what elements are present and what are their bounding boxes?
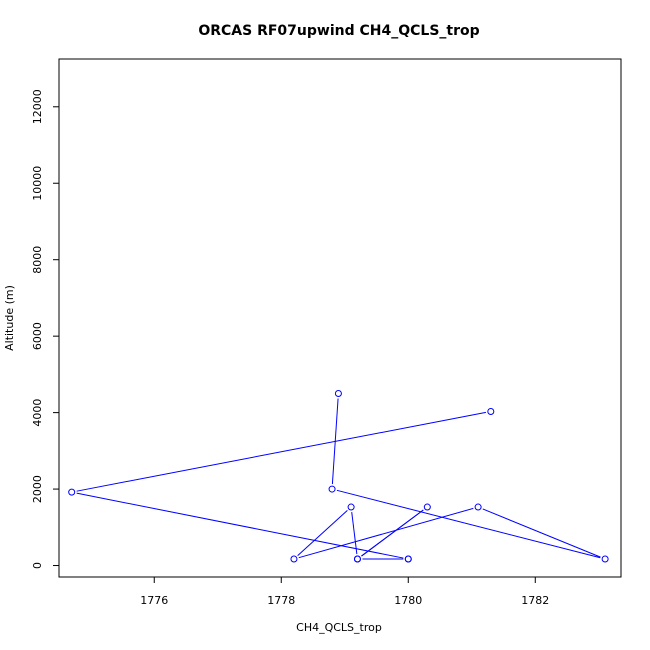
data-point [423,503,431,511]
x-tick-label: 1778 [267,594,295,607]
series-segment [482,508,601,558]
data-point [601,555,609,563]
series-segment [351,511,358,555]
plot-frame [58,58,622,578]
data-point [487,407,495,415]
x-tick-label: 1776 [140,594,168,607]
x-tick-label: 1782 [521,594,549,607]
series-segment [336,489,601,559]
y-tick-label: 4000 [31,399,44,427]
y-tick-label: 2000 [31,475,44,503]
data-point [68,488,76,496]
x-axis: 1776 1778 1780 1782 [140,577,549,607]
series-segment [298,507,474,559]
data-point [353,555,361,563]
series-segment [297,510,348,557]
data-point [328,485,336,493]
y-tick-label: 8000 [31,246,44,274]
series-segment [361,509,424,557]
data-point [404,555,412,563]
y-tick-label: 12000 [31,89,44,124]
x-tick-label: 1780 [394,594,422,607]
series-lines [76,398,601,560]
y-axis-label: Altitude (m) [3,285,16,351]
series-segment [76,492,404,559]
x-axis-label: CH4_QCLS_trop [296,621,382,634]
data-point [474,503,482,511]
series-points [68,390,609,563]
data-point [334,390,342,398]
data-point [290,555,298,563]
data-point [347,503,355,511]
y-tick-label: 0 [31,562,44,569]
y-tick-label: 10000 [31,166,44,201]
series-segment [76,411,487,492]
chart-title: ORCAS RF07upwind CH4_QCLS_trop [198,23,479,39]
y-tick-label: 6000 [31,322,44,350]
y-axis: 0 2000 4000 6000 8000 10000 12000 [31,89,59,569]
